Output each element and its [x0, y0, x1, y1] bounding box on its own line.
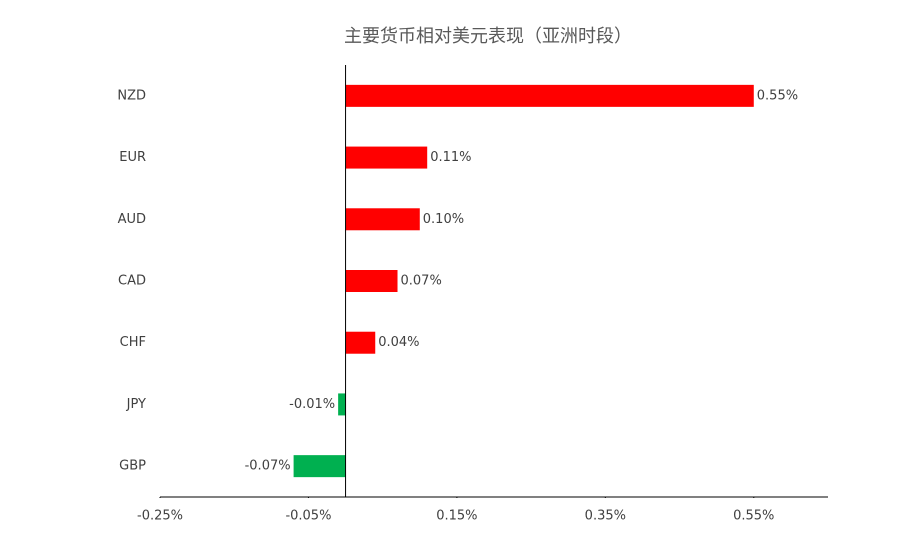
value-label: -0.07%	[245, 459, 291, 474]
y-tick-label: EUR	[119, 150, 146, 165]
value-label: 0.07%	[401, 274, 442, 289]
value-label: -0.01%	[289, 397, 335, 412]
chart-title: 主要货币相对美元表现（亚洲时段）	[344, 26, 632, 47]
bar	[338, 393, 346, 416]
y-tick-label: JPY	[126, 397, 146, 412]
y-tick-label: NZD	[117, 88, 146, 103]
y-tick-label: CAD	[118, 274, 146, 289]
bar	[293, 455, 346, 478]
bar	[345, 270, 398, 292]
y-tick-label: AUD	[118, 212, 146, 227]
value-label: 0.11%	[430, 150, 471, 165]
bar	[345, 208, 420, 231]
y-tick-label: GBP	[119, 459, 146, 474]
value-label: 0.04%	[378, 335, 419, 350]
x-tick-label: -0.05%	[285, 509, 331, 524]
x-tick-label: 0.35%	[585, 509, 626, 524]
bar	[345, 84, 754, 107]
x-tick-label: -0.25%	[137, 509, 183, 524]
value-label: 0.55%	[757, 88, 798, 103]
x-tick-label: 0.55%	[733, 509, 774, 524]
y-tick-label: CHF	[120, 335, 146, 350]
bar	[345, 331, 376, 354]
bar	[345, 146, 428, 169]
x-tick-label: 0.15%	[436, 509, 477, 524]
value-label: 0.10%	[423, 212, 464, 227]
